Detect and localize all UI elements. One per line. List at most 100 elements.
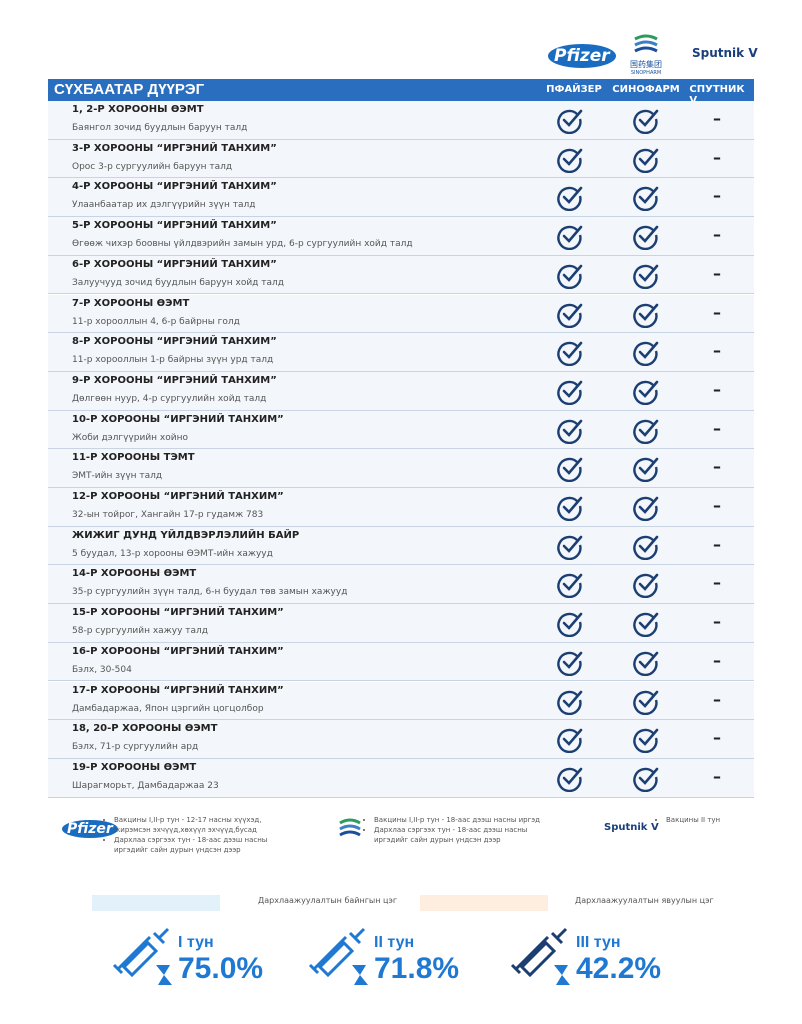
- check-mark: [562, 380, 583, 398]
- check-mark: [638, 690, 659, 708]
- table-row: 3-Р ХОРООНЫ “ИРГЭНИЙ ТАНХИМ” Орос 3-р сур…: [48, 139, 754, 179]
- check-mark: [562, 225, 583, 244]
- check-circle: [633, 690, 658, 715]
- sputnik-status: –: [713, 302, 721, 322]
- check-circle: [633, 767, 658, 792]
- syringe-icon: [308, 927, 368, 985]
- check-mark: [638, 148, 659, 166]
- check-circle: [557, 419, 582, 444]
- check-icon: [633, 109, 659, 134]
- check-mark: [638, 303, 659, 321]
- check-circle: [557, 651, 582, 676]
- legend-note: Вакцины I,II-р тун - 18-аас дээш насны и…: [374, 815, 544, 825]
- check-icon: [557, 109, 583, 134]
- check-mark: [638, 109, 659, 127]
- hourglass: [156, 965, 172, 985]
- check-mark: [638, 651, 659, 669]
- dose-label: I тун: [178, 934, 214, 951]
- check-mark: [562, 767, 583, 785]
- sinopharm-icon: [339, 818, 361, 837]
- check-mark: [638, 496, 659, 514]
- check-icon: [557, 496, 583, 521]
- site-name: 11-Р ХОРООНЫ ТЭМТ: [72, 452, 195, 464]
- check-icon: [557, 148, 583, 173]
- pfizer-legend: Вакцины I,II-р тун - 12-17 насны хүүхэд,…: [104, 815, 284, 855]
- check-mark: [638, 264, 659, 282]
- check-icon: [633, 303, 659, 328]
- site-address: Дамбадаржаа, Япон цэргийн цогцолбор: [72, 703, 264, 714]
- check-circle: [633, 109, 658, 134]
- check-circle: [633, 651, 658, 676]
- site-name: 10-Р ХОРООНЫ “ИРГЭНИЙ ТАНХИМ”: [72, 413, 284, 425]
- check-circle: [557, 728, 582, 754]
- check-mark: [562, 341, 583, 360]
- site-name: ЖИЖИГ ДУНД ҮЙЛДВЭРЛЭЛИЙН БАЙР: [72, 529, 300, 541]
- sputnik-status: –: [713, 689, 721, 709]
- site-name: 12-Р ХОРООНЫ “ИРГЭНИЙ ТАНХИМ”: [72, 491, 284, 502]
- sputnik-legend: Вакцины II тун: [656, 815, 802, 825]
- check-icon: [633, 690, 659, 715]
- sputnik-status: –: [713, 263, 721, 283]
- sputnik-status: –: [713, 650, 721, 670]
- sputnik-status: –: [713, 341, 721, 361]
- site-address: Жоби дэлгүүрийн хойно: [72, 432, 188, 443]
- check-mark: [562, 574, 583, 592]
- check-mark: [562, 419, 583, 437]
- site-name: 9-Р ХОРООНЫ “ИРГЭНИЙ ТАНХИМ”: [72, 374, 277, 386]
- check-mark: [638, 419, 659, 437]
- check-mark: [562, 187, 583, 205]
- check-mark: [562, 457, 583, 476]
- check-icon: [557, 264, 583, 289]
- dose-value: 75.0%: [178, 952, 264, 985]
- table-row: 19-Р ХОРООНЫ ӨЭМТ Шарагморьт, Дамбадаржаа…: [48, 758, 754, 798]
- sinopharm-legend: Вакцины I,II-р тун - 18-аас дээш насны и…: [364, 815, 544, 845]
- sputnik-status: –: [713, 418, 721, 438]
- mobile-label: Дархлаажуулалтын явуулын цэг: [575, 896, 714, 905]
- check-circle: [633, 225, 658, 251]
- hourglass: [554, 965, 570, 985]
- pfizer-logo: Pfizer: [548, 44, 616, 68]
- check-circle: [633, 574, 658, 599]
- site-name: 16-Р ХОРООНЫ “ИРГЭНИЙ ТАНХИМ”: [72, 645, 284, 657]
- check-circle: [557, 341, 582, 367]
- check-icon: [557, 574, 583, 599]
- sputnik-logo: Sputnik V: [692, 46, 758, 60]
- check-icon: [633, 225, 659, 251]
- site-name: 17-Р ХОРООНЫ “ИРГЭНИЙ ТАНХИМ”: [72, 684, 284, 696]
- check-icon: [633, 341, 659, 367]
- site-address: Бэлх, 30-504: [72, 664, 132, 675]
- table-row: 17-Р ХОРООНЫ “ИРГЭНИЙ ТАНХИМ” Дамбадаржаа…: [48, 681, 754, 721]
- sinopharm-text: SINOPHARM: [630, 70, 662, 76]
- check-circle: [633, 341, 658, 367]
- table-row: 9-Р ХОРООНЫ “ИРГЭНИЙ ТАНХИМ” Дөлгөөн нуур…: [48, 371, 754, 411]
- check-mark: [638, 380, 659, 398]
- check-icon: [557, 419, 583, 444]
- check-circle: [557, 767, 582, 792]
- check-mark: [562, 651, 583, 669]
- site-address: Дөлгөөн нуур, 4-р сургуулийн хойд талд: [72, 393, 267, 404]
- check-icon: [557, 457, 583, 483]
- check-circle: [633, 264, 658, 289]
- check-circle: [557, 109, 582, 134]
- dose-label: II тун: [374, 934, 415, 951]
- column-header: СПУТНИК V: [689, 84, 745, 106]
- check-icon: [633, 612, 659, 638]
- check-icon: [633, 767, 659, 792]
- sputnik-status: –: [713, 612, 721, 632]
- table-row: 11-Р ХОРООНЫ ТЭМТ ЭМТ-ийн зүүн талд –: [48, 449, 754, 488]
- check-icon: [557, 690, 583, 715]
- check-icon: [557, 225, 583, 251]
- site-name: 5-Р ХОРООНЫ “ИРГЭНИЙ ТАНХИМ”: [72, 220, 277, 232]
- site-name: 8-Р ХОРООНЫ “ИРГЭНИЙ ТАНХИМ”: [72, 336, 277, 348]
- check-mark: [638, 612, 659, 631]
- sputnik-status: –: [713, 379, 721, 399]
- table-row: 5-Р ХОРООНЫ “ИРГЭНИЙ ТАНХИМ” Өгөөж чихэр …: [48, 217, 754, 256]
- check-mark: [638, 457, 659, 476]
- table-row: 18, 20-Р ХОРООНЫ ӨЭМТ Бэлх, 71-р сургуули…: [48, 720, 754, 759]
- check-mark: [562, 496, 583, 514]
- check-icon: [633, 651, 659, 676]
- column-header: ПФАЙЗЕР: [546, 84, 602, 95]
- table-row: 8-Р ХОРООНЫ “ИРГЭНИЙ ТАНХИМ” 11-р хороолл…: [48, 333, 754, 372]
- check-mark: [562, 264, 583, 282]
